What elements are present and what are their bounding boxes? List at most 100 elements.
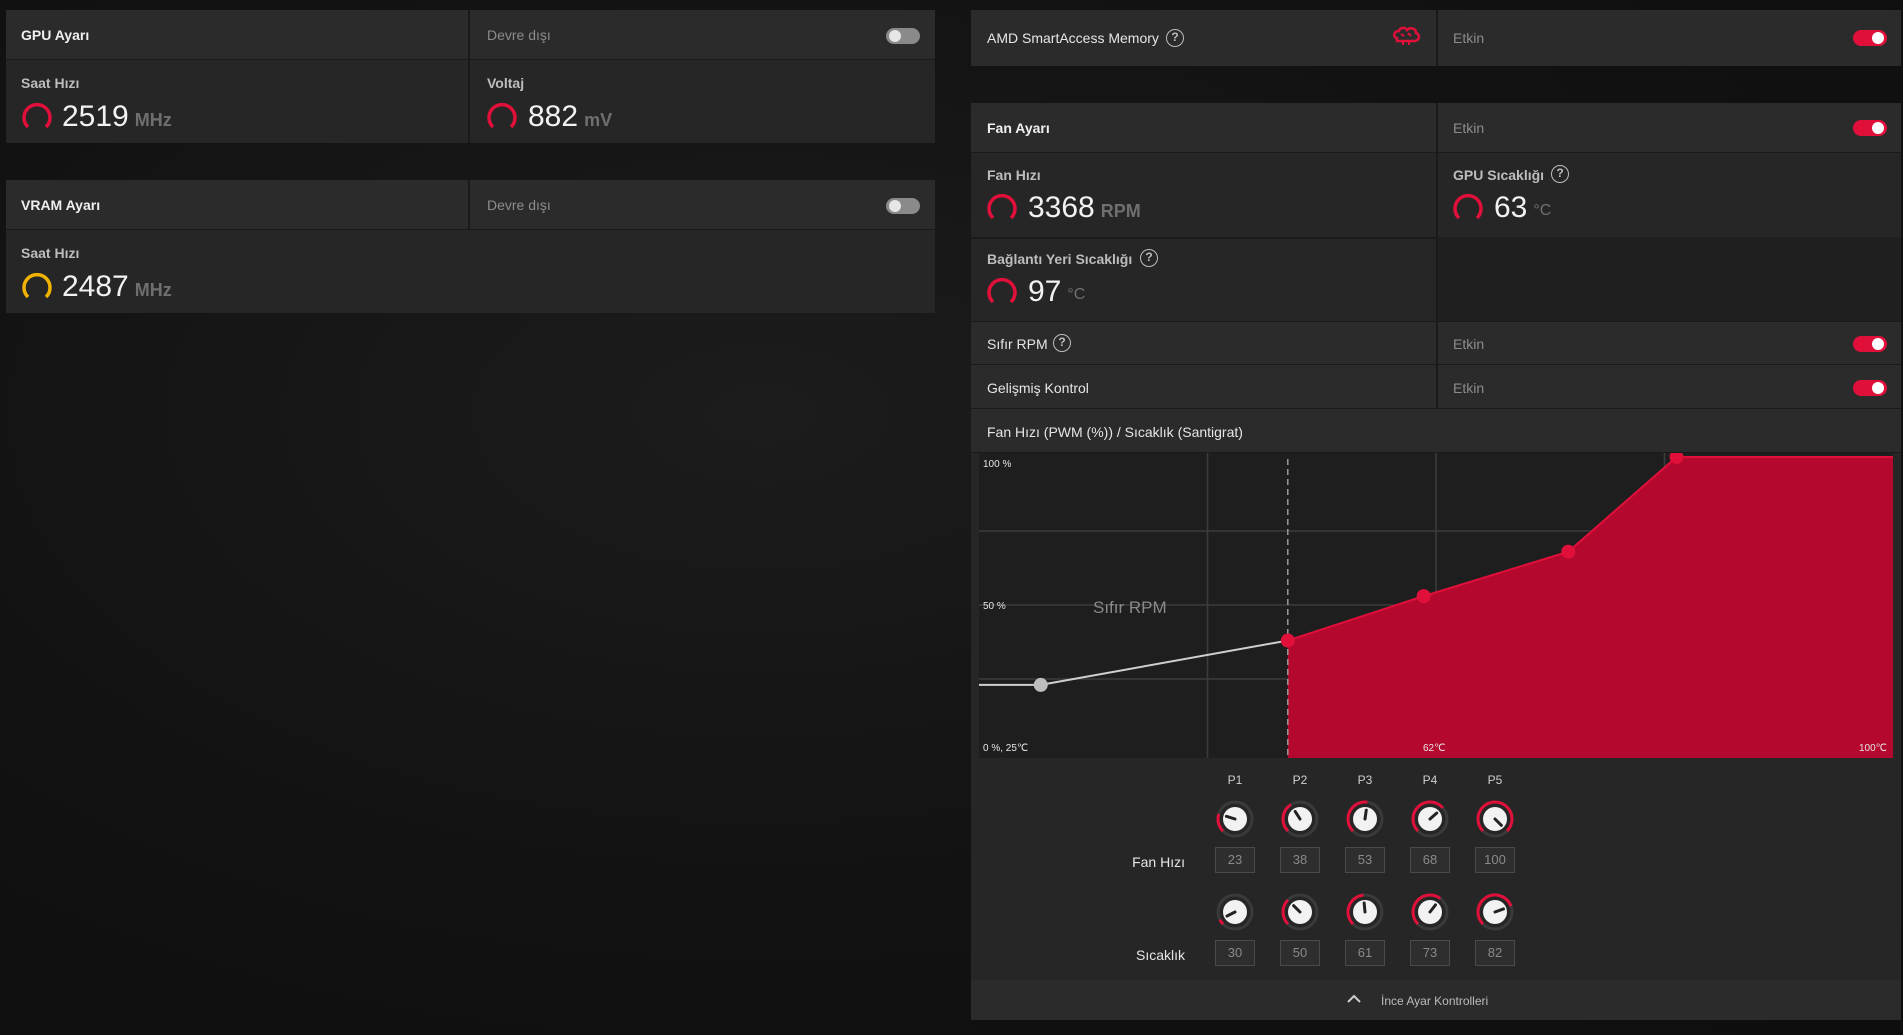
gpu-tuning-toggle[interactable] <box>886 28 920 44</box>
gpu-temp-gauge-icon <box>1453 193 1483 220</box>
fan-curve-title: Fan Hızı (PWM (%)) / Sıcaklık (Santigrat… <box>987 424 1243 440</box>
advanced-control-label: Gelişmiş Kontrol <box>987 380 1089 396</box>
temperature-knob-p2[interactable] <box>1280 892 1320 932</box>
fan-speed-knob-p1[interactable] <box>1215 799 1255 839</box>
junction-temp-label: Bağlantı Yeri Sıcaklığı <box>987 251 1133 267</box>
zero-rpm-zone-label: Sıfır RPM <box>1093 598 1167 617</box>
fan-curve-point-p4[interactable] <box>1561 544 1576 559</box>
zero-rpm-status: Etkin <box>1453 336 1485 352</box>
fan-speed-label: Fan Hızı <box>987 167 1041 183</box>
fan-curve-point-p2[interactable] <box>1280 633 1295 648</box>
vram-tuning-header <box>6 180 935 230</box>
fan-speed-unit: RPM <box>1100 201 1141 221</box>
vram-tuning-title: VRAM Ayarı <box>21 197 101 213</box>
vram-clock-metric: 2487 MHz <box>62 272 172 302</box>
point-header-p2: P2 <box>1292 773 1308 787</box>
fan-speed-input-p1[interactable]: 23 <box>1215 847 1255 873</box>
zero-rpm-label: Sıfır RPM <box>987 336 1048 352</box>
gpu-clock-metric: 2519 MHz <box>62 102 172 132</box>
vram-clock-gauge-icon <box>22 272 52 299</box>
fan-speed-gauge-icon <box>987 193 1017 220</box>
fan-tuning-panel: Fan Ayarı Etkin Fan Hızı 3368 RPM GPU Sı… <box>971 103 1901 1020</box>
gpu-voltage-unit: mV <box>584 110 613 130</box>
temperature-input-p5[interactable]: 82 <box>1475 940 1515 966</box>
fan-speed-knob-p2[interactable] <box>1280 799 1320 839</box>
point-header-p4: P4 <box>1422 773 1438 787</box>
gpu-clock-label: Saat Hızı <box>21 75 80 91</box>
fan-speed-input-p5[interactable]: 100 <box>1475 847 1515 873</box>
gpu-temp-help-icon[interactable]: ? <box>1551 165 1569 183</box>
junction-temp-gauge-icon <box>987 277 1017 304</box>
vram-tuning-panel: VRAM Ayarı Devre dışı Saat Hızı 2487 MHz <box>6 180 935 313</box>
temperature-input-p1[interactable]: 30 <box>1215 940 1255 966</box>
chevron-up-icon[interactable] <box>1347 994 1361 1004</box>
vram-clock-value: 2487 <box>62 270 129 303</box>
gpu-tuning-panel: GPU Ayarı Devre dışı Saat Hızı 2519 MHz … <box>6 10 935 143</box>
fan-speed-knob-p3[interactable] <box>1345 799 1385 839</box>
gpu-tuning-title: GPU Ayarı <box>21 27 90 43</box>
junction-temp-metric: 97 °C <box>1028 277 1085 307</box>
gpu-temp-unit: °C <box>1533 202 1552 219</box>
point-header-p5: P5 <box>1487 773 1503 787</box>
chart-y-mid-label: 50 % <box>983 601 1006 612</box>
temperature-input-p4[interactable]: 73 <box>1410 940 1450 966</box>
brain-icon <box>1393 26 1421 45</box>
temperature-row-label: Sıcaklık <box>1135 947 1185 963</box>
fan-curve-point-p5[interactable] <box>1669 453 1684 464</box>
fan-speed-knob-p5[interactable] <box>1475 799 1515 839</box>
junction-temp-unit: °C <box>1067 286 1086 303</box>
gpu-temp-label: GPU Sıcaklığı <box>1453 167 1545 183</box>
vram-clock-unit: MHz <box>134 280 172 300</box>
gpu-temp-metric: 63 °C <box>1494 193 1551 223</box>
sam-status: Etkin <box>1453 30 1485 46</box>
temperature-knob-p5[interactable] <box>1475 892 1515 932</box>
junction-temp-value: 97 <box>1028 275 1062 308</box>
vram-tuning-status: Devre dışı <box>487 197 551 213</box>
fan-speed-input-p2[interactable]: 38 <box>1280 847 1320 873</box>
chart-y-top-label: 100 % <box>983 459 1011 470</box>
vram-tuning-toggle[interactable] <box>886 198 920 214</box>
gpu-voltage-gauge-icon <box>487 102 517 129</box>
temperature-knob-p3[interactable] <box>1345 892 1385 932</box>
zero-rpm-point[interactable] <box>1033 677 1048 692</box>
chart-points <box>1280 453 1684 648</box>
gpu-clock-gauge-icon <box>22 102 52 129</box>
gpu-voltage-metric: 882 mV <box>528 102 612 132</box>
temperature-input-p2[interactable]: 50 <box>1280 940 1320 966</box>
smart-access-memory-panel: AMD SmartAccess Memory ? Etkin <box>971 10 1901 66</box>
fan-tuning-status: Etkin <box>1453 120 1485 136</box>
gpu-temp-value: 63 <box>1494 191 1528 224</box>
fan-speed-input-p3[interactable]: 53 <box>1345 847 1385 873</box>
point-header-p1: P1 <box>1227 773 1243 787</box>
temperature-knob-p4[interactable] <box>1410 892 1450 932</box>
sam-toggle[interactable] <box>1853 30 1887 46</box>
chart-origin-label: 0 %, 25℃ <box>983 743 1028 754</box>
fan-tuning-toggle[interactable] <box>1853 120 1887 136</box>
sam-title: AMD SmartAccess Memory <box>987 30 1159 46</box>
fan-curve-title-row <box>971 409 1901 453</box>
fan-speed-input-p4[interactable]: 68 <box>1410 847 1450 873</box>
fan-speed-row-label: Fan Hızı <box>1132 854 1185 870</box>
fan-speed-metric: 3368 RPM <box>1028 193 1141 223</box>
gpu-voltage-value: 882 <box>528 100 579 133</box>
zero-rpm-help-icon[interactable]: ? <box>1053 334 1071 352</box>
gpu-clock-unit: MHz <box>134 110 172 130</box>
chart-x-mid-label: 62℃ <box>1423 743 1445 754</box>
zero-rpm-line <box>1040 639 1288 686</box>
fine-tuning-footer[interactable] <box>971 980 1901 1020</box>
gpu-voltage-label: Voltaj <box>487 75 525 91</box>
sam-help-icon[interactable]: ? <box>1166 29 1184 47</box>
junction-temp-help-icon[interactable]: ? <box>1140 249 1158 267</box>
fan-curve-point-p3[interactable] <box>1416 589 1431 604</box>
zero-rpm-toggle[interactable] <box>1853 336 1887 352</box>
temperature-input-p3[interactable]: 61 <box>1345 940 1385 966</box>
advanced-control-toggle[interactable] <box>1853 380 1887 396</box>
fan-speed-knob-p4[interactable] <box>1410 799 1450 839</box>
temperature-knob-p1[interactable] <box>1215 892 1255 932</box>
fine-tuning-label[interactable]: İnce Ayar Kontrolleri <box>1381 994 1489 1008</box>
fan-speed-value: 3368 <box>1028 191 1095 224</box>
fan-curve-chart[interactable]: 100 % 50 % 0 %, 25℃ 62℃ 100℃ Sıfır RPM <box>979 453 1893 758</box>
gpu-tuning-status: Devre dışı <box>487 27 551 43</box>
gpu-clock-value: 2519 <box>62 100 129 133</box>
advanced-control-status: Etkin <box>1453 380 1485 396</box>
